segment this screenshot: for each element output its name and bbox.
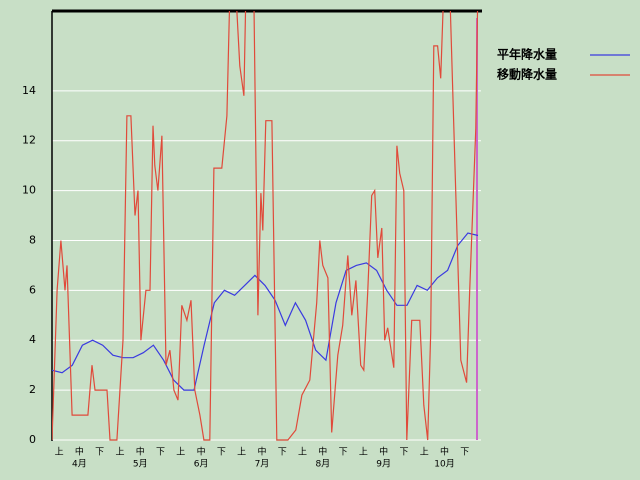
x-tick-label: 上 [55,447,64,458]
x-tick-label: 下 [95,448,104,458]
axes [51,9,482,441]
x-tick-label: 中 [440,446,449,458]
x-tick-label: 上 [298,447,307,458]
series-line [52,232,479,391]
month-label: 6月 [194,459,209,470]
x-tick-label: 中 [379,446,388,458]
y-tick-label: 0 [29,433,36,446]
axis-labels: 02468101214上中下上中下上中下上中下上中下上中下上中下4月 5月 6月 7月… [22,84,469,470]
legend-label: 平年降水量 [497,47,557,62]
legend-label: 移動降水量 [497,67,557,82]
y-tick-label: 14 [22,84,36,97]
x-tick-label: 上 [176,447,185,458]
month-label: 10月 [434,459,454,470]
x-tick-label: 下 [339,448,348,458]
x-tick-label: 上 [420,447,429,458]
plot-lines [52,11,479,441]
x-tick-label: 中 [136,446,145,458]
x-tick-label: 上 [115,447,124,458]
x-tick-label: 中 [197,446,206,458]
grid [52,90,481,441]
month-label: 8月 [315,459,330,470]
y-tick-label: 2 [29,383,36,396]
x-tick-label: 下 [156,448,165,458]
y-tick-label: 10 [22,184,36,197]
series-line [52,11,479,441]
month-label: 4月 [72,459,87,470]
x-tick-label: 中 [318,446,327,458]
x-tick-label: 下 [460,448,469,458]
x-tick-label: 下 [217,448,226,458]
y-tick-label: 6 [29,283,36,296]
x-tick-label: 下 [399,448,408,458]
month-label: 9月 [376,459,391,470]
x-tick-label: 下 [278,448,287,458]
x-tick-label: 中 [75,446,84,458]
x-tick-label: 上 [237,447,246,458]
month-label: 5月 [133,459,148,470]
y-tick-label: 12 [22,134,36,147]
month-label: 7月 [255,459,270,470]
y-tick-label: 4 [29,333,36,346]
x-tick-label: 中 [257,446,266,458]
x-tick-label: 上 [359,447,368,458]
y-tick-label: 8 [29,233,36,246]
